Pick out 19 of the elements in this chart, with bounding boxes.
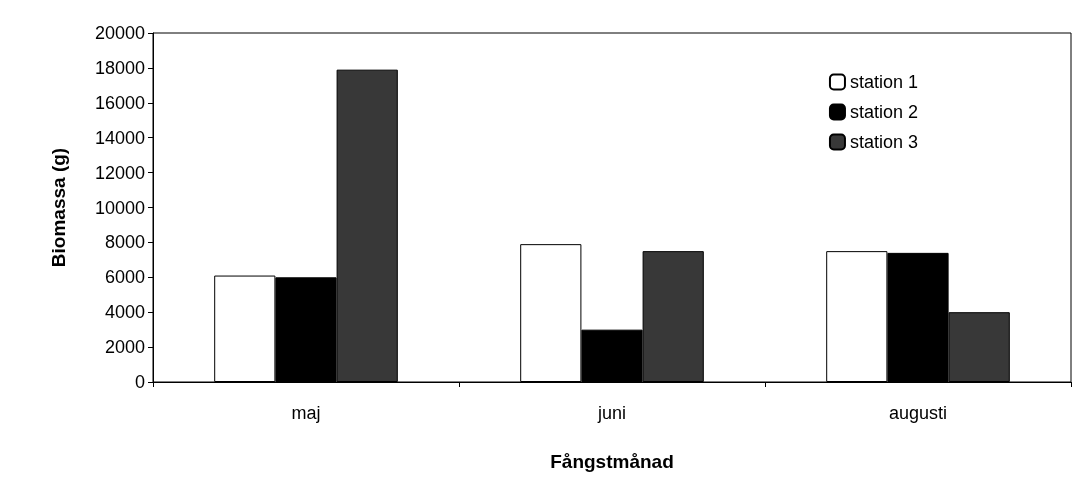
y-tick-label: 18000	[94, 57, 145, 78]
x-tick-label: augusti	[888, 403, 948, 423]
y-tick-label: 0	[134, 372, 145, 392]
x-tick-label: juni	[596, 403, 627, 423]
y-tick-label: 4000	[104, 302, 145, 323]
legend-label: station 3	[849, 132, 918, 152]
y-tick-label: 10000	[94, 197, 145, 218]
legend-label: station 1	[849, 72, 918, 92]
y-tick-label: 16000	[94, 92, 145, 113]
y-tick-label: 20000	[94, 23, 145, 43]
y-tick-label: 8000	[104, 232, 145, 253]
y-axis-title: Biomassa (g)	[48, 147, 69, 268]
y-tick-label: 14000	[94, 127, 145, 148]
y-tick-label: 6000	[104, 267, 145, 288]
legend-label: station 2	[849, 102, 918, 122]
y-tick-label: 2000	[104, 337, 145, 358]
y-tick-label: 12000	[94, 162, 145, 183]
x-tick-label: maj	[291, 403, 321, 423]
x-axis-title: Fångstmånad	[550, 451, 674, 472]
